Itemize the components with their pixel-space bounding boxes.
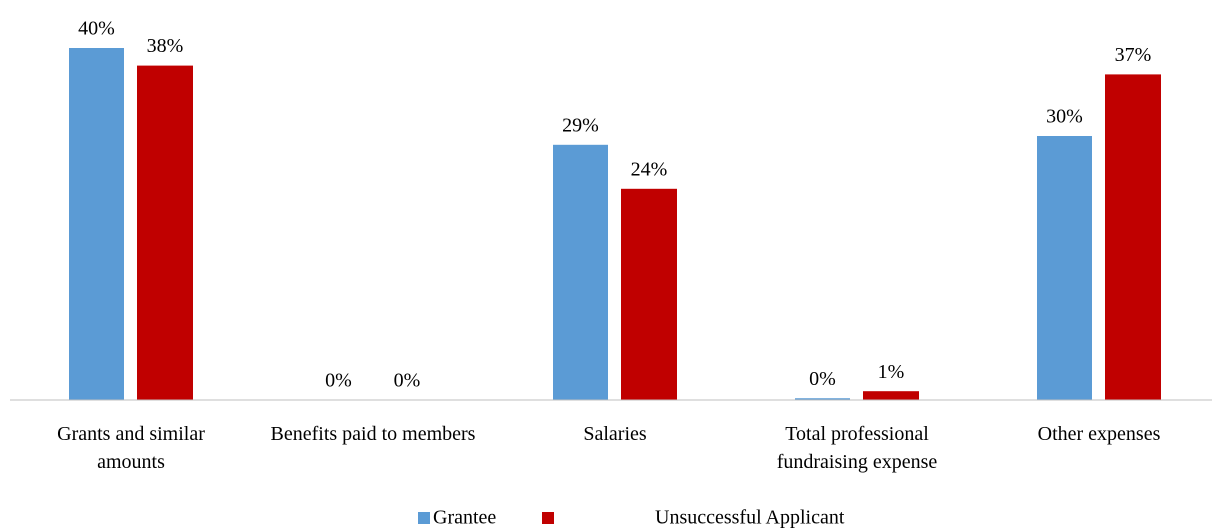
bar [863, 391, 919, 400]
value-label: 38% [147, 35, 184, 57]
legend-swatch [418, 512, 430, 524]
bar [795, 398, 850, 400]
x-tick-label: Salaries [583, 423, 647, 445]
value-label: 40% [78, 18, 115, 40]
value-label: 1% [878, 361, 905, 383]
value-label: 0% [394, 370, 421, 392]
x-tick-label: Other expenses [1037, 423, 1161, 445]
value-label: 29% [562, 114, 599, 136]
bar [621, 188, 677, 400]
value-label: 37% [1115, 44, 1152, 66]
bar [553, 144, 608, 400]
bar [137, 65, 193, 400]
legend-swatch [542, 512, 554, 524]
x-tick-label: Grants and similar amounts [57, 423, 205, 473]
bar [1105, 74, 1161, 401]
x-tick-label: Total professional fundraising expense [776, 423, 938, 473]
value-label: 0% [809, 368, 836, 390]
value-label: 24% [631, 158, 668, 180]
bar [69, 48, 124, 400]
bar [1037, 136, 1092, 400]
legend-label: Unsuccessful Applicant [655, 507, 845, 529]
x-tick-label: Benefits paid to members [270, 423, 476, 445]
legend-label: Grantee [433, 507, 496, 529]
value-label: 0% [325, 370, 352, 392]
value-label: 30% [1046, 106, 1083, 128]
